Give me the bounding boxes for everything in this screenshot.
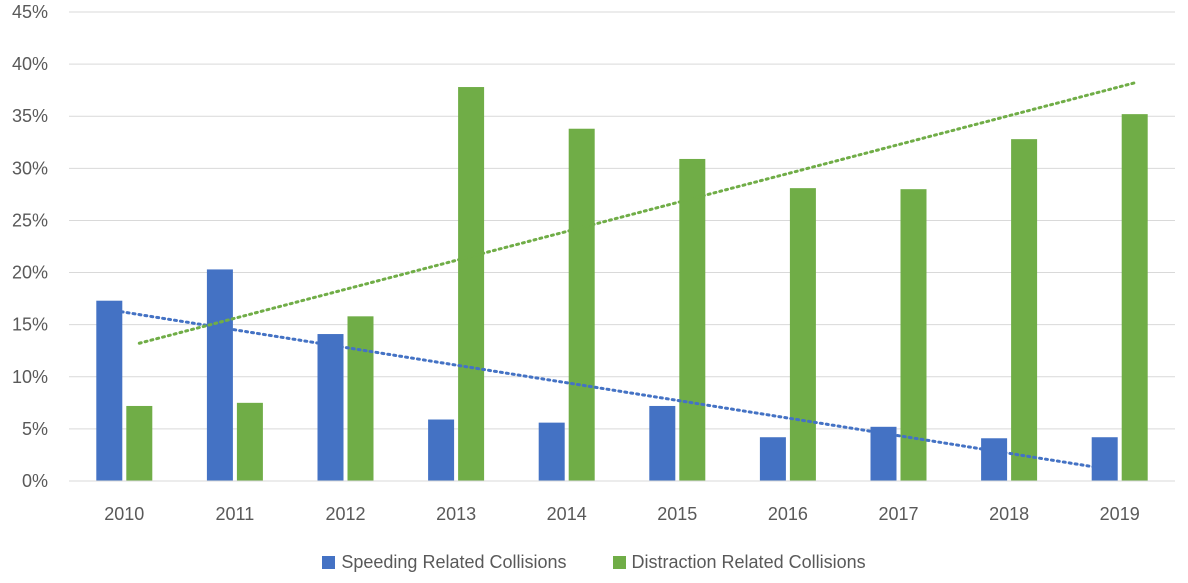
bar-speeding [649, 405, 676, 481]
legend-swatch-distraction [612, 555, 626, 569]
x-tick-label: 2017 [878, 504, 918, 524]
bar-distraction [1121, 114, 1148, 481]
bar-speeding [428, 419, 455, 481]
bar-speeding [538, 422, 565, 481]
y-tick-label: 10% [12, 367, 48, 387]
bar-distraction [679, 158, 706, 481]
bar-speeding [981, 438, 1008, 481]
bar-speeding [759, 437, 786, 481]
bar-distraction [126, 405, 153, 481]
bar-distraction [568, 128, 595, 481]
bar-distraction [900, 189, 927, 481]
legend: Speeding Related Collisions Distraction … [0, 550, 1188, 574]
x-tick-label: 2016 [768, 504, 808, 524]
x-tick-label: 2012 [325, 504, 365, 524]
y-tick-label: 45% [12, 2, 48, 22]
x-tick-label: 2019 [1100, 504, 1140, 524]
bar-speeding [317, 334, 344, 481]
y-tick-label: 5% [22, 419, 48, 439]
bar-speeding [96, 300, 123, 481]
y-tick-label: 30% [12, 158, 48, 178]
x-tick-label: 2018 [989, 504, 1029, 524]
x-tick-label: 2010 [104, 504, 144, 524]
legend-label-distraction: Distraction Related Collisions [631, 551, 866, 572]
bar-speeding [1091, 437, 1118, 481]
legend-item-speeding: Speeding Related Collisions [322, 551, 567, 573]
legend-label-speeding: Speeding Related Collisions [341, 551, 567, 572]
legend-swatch-speeding [322, 555, 336, 569]
trendline-distraction [137, 81, 1137, 345]
y-tick-label: 15% [12, 315, 48, 335]
legend-item-distraction: Distraction Related Collisions [612, 551, 866, 573]
x-tick-label: 2014 [547, 504, 587, 524]
x-tick-label: 2011 [216, 504, 255, 524]
x-tick-label: 2013 [436, 504, 476, 524]
y-tick-label: 0% [22, 471, 48, 491]
x-tick-label: 2015 [657, 504, 697, 524]
bar-distraction [236, 402, 263, 481]
y-tick-label: 35% [12, 106, 48, 126]
bar-distraction [458, 87, 485, 481]
trendline-speeding [107, 308, 1107, 471]
y-tick-label: 25% [12, 210, 48, 230]
bar-distraction [347, 316, 374, 481]
bar-distraction [1011, 139, 1038, 481]
y-tick-label: 40% [12, 54, 48, 74]
y-tick-label: 20% [12, 263, 48, 283]
bar-distraction [789, 188, 816, 481]
bar-speeding [206, 269, 233, 481]
